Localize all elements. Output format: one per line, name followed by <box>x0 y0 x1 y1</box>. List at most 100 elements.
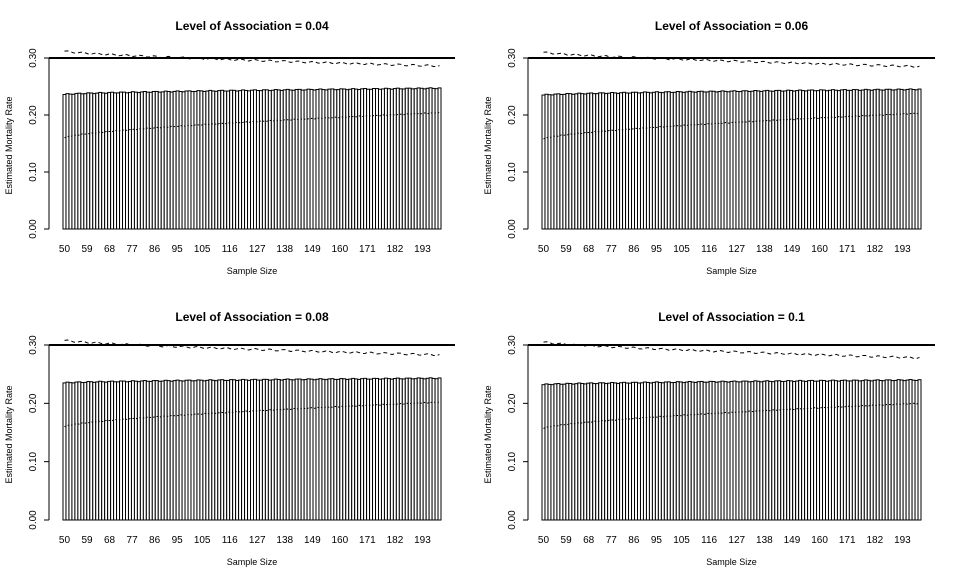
x-tick-label: 149 <box>304 244 321 255</box>
y-axis-label: Estimated Mortality Rate <box>4 385 14 483</box>
x-tick-label: 95 <box>651 535 663 546</box>
bar <box>437 87 442 230</box>
upper-bound-line <box>64 50 440 68</box>
x-tick-label: 59 <box>561 244 573 255</box>
x-tick-label: 59 <box>561 535 573 546</box>
x-tick-label: 68 <box>104 535 116 546</box>
x-axis-label: Sample Size <box>706 266 757 276</box>
x-tick-label: 171 <box>359 535 376 546</box>
y-axis-label: Estimated Mortality Rate <box>4 96 14 194</box>
x-tick-label: 160 <box>332 244 349 255</box>
x-tick-label: 95 <box>172 244 184 255</box>
x-tick-label: 77 <box>127 244 139 255</box>
x-tick-label: 50 <box>59 244 71 255</box>
chart-panel-2: Level of Association = 0.06 0.00 0.10 0.20 0… <box>483 19 935 276</box>
x-tick-label: 105 <box>673 535 690 546</box>
bar-series <box>62 377 442 521</box>
bar <box>437 377 442 521</box>
x-tick-label: 116 <box>222 244 238 255</box>
x-tick-label: 127 <box>728 535 745 546</box>
x-tick-label: 182 <box>387 244 404 255</box>
y-tick-label: 0.00 <box>28 510 39 530</box>
lower-bound-line <box>64 111 440 139</box>
bar <box>917 379 922 521</box>
y-tick-label: 0.00 <box>507 219 518 239</box>
y-tick-label: 0.20 <box>507 105 518 125</box>
y-tick-label: 0.30 <box>28 335 39 355</box>
y-tick-label: 0.30 <box>28 48 39 68</box>
panel-title: Level of Association = 0.04 <box>175 19 329 33</box>
x-tick-label: 68 <box>104 244 116 255</box>
x-tick-label: 171 <box>839 244 856 255</box>
x-tick-label: 171 <box>839 535 856 546</box>
x-tick-label: 50 <box>59 535 71 546</box>
x-tick-label: 149 <box>784 535 801 546</box>
x-tick-label: 59 <box>81 535 93 546</box>
x-tick-label: 171 <box>359 244 376 255</box>
lower-bound-line <box>543 402 920 429</box>
upper-bound-line <box>543 51 920 68</box>
x-tick-label: 86 <box>628 535 640 546</box>
x-tick-label: 105 <box>194 535 211 546</box>
y-tick-label: 0.20 <box>507 393 518 413</box>
x-tick-label: 193 <box>414 535 431 546</box>
y-tick-label: 0.30 <box>507 335 518 355</box>
x-tick-label: 149 <box>304 535 321 546</box>
y-tick-label: 0.10 <box>28 451 39 471</box>
x-tick-label: 105 <box>673 244 690 255</box>
lower-bound-line <box>64 401 440 428</box>
x-tick-label: 77 <box>127 535 139 546</box>
panel-title: Level of Association = 0.08 <box>175 310 329 324</box>
panel-title: Level of Association = 0.06 <box>655 19 809 33</box>
x-tick-label: 116 <box>222 535 238 546</box>
panel-title: Level of Association = 0.1 <box>658 310 805 324</box>
x-axis-label: Sample Size <box>227 557 278 567</box>
x-axis-label: Sample Size <box>227 266 278 276</box>
x-tick-label: 95 <box>651 244 663 255</box>
x-tick-label: 160 <box>332 535 349 546</box>
chart-panel-4: Level of Association = 0.1 0.00 0.10 0.20 0.… <box>483 310 935 567</box>
bar-series <box>62 87 442 230</box>
x-tick-label: 182 <box>866 535 883 546</box>
bar-series <box>541 379 922 521</box>
x-tick-label: 138 <box>276 244 293 255</box>
x-tick-label: 182 <box>387 535 404 546</box>
x-axis-label: Sample Size <box>706 557 757 567</box>
x-tick-label: 50 <box>538 535 550 546</box>
x-tick-label: 160 <box>811 244 828 255</box>
x-tick-label: 86 <box>149 244 161 255</box>
bar-series <box>541 88 922 230</box>
lower-bound-line <box>543 112 920 140</box>
x-tick-label: 105 <box>194 244 211 255</box>
x-tick-label: 77 <box>606 244 618 255</box>
y-axis-label: Estimated Mortality Rate <box>483 385 493 483</box>
x-tick-label: 193 <box>414 244 431 255</box>
y-tick-label: 0.10 <box>507 451 518 471</box>
y-tick-label: 0.10 <box>28 162 39 182</box>
x-tick-label: 149 <box>784 244 801 255</box>
x-tick-label: 59 <box>81 244 93 255</box>
x-tick-label: 160 <box>811 535 828 546</box>
x-tick-label: 138 <box>276 535 293 546</box>
x-tick-label: 50 <box>538 244 550 255</box>
chart-panel-3: Level of Association = 0.08 0.00 0.10 0.20 0… <box>4 310 455 567</box>
x-tick-label: 138 <box>756 535 773 546</box>
x-tick-label: 116 <box>701 535 717 546</box>
x-tick-label: 138 <box>756 244 773 255</box>
x-tick-label: 127 <box>249 244 266 255</box>
chart-panel-1: Level of Association = 0.04 0.00 0.10 0.20 0… <box>4 19 455 276</box>
y-tick-label: 0.30 <box>507 48 518 68</box>
x-tick-label: 68 <box>583 244 595 255</box>
x-tick-label: 86 <box>149 535 161 546</box>
bar <box>917 88 922 230</box>
x-tick-label: 193 <box>894 535 911 546</box>
y-tick-label: 0.00 <box>28 219 39 239</box>
y-tick-label: 0.10 <box>507 162 518 182</box>
y-axis-label: Estimated Mortality Rate <box>483 96 493 194</box>
x-tick-label: 95 <box>172 535 184 546</box>
x-tick-label: 86 <box>628 244 640 255</box>
x-tick-label: 116 <box>701 244 717 255</box>
x-tick-label: 127 <box>728 244 745 255</box>
x-tick-label: 127 <box>249 535 266 546</box>
